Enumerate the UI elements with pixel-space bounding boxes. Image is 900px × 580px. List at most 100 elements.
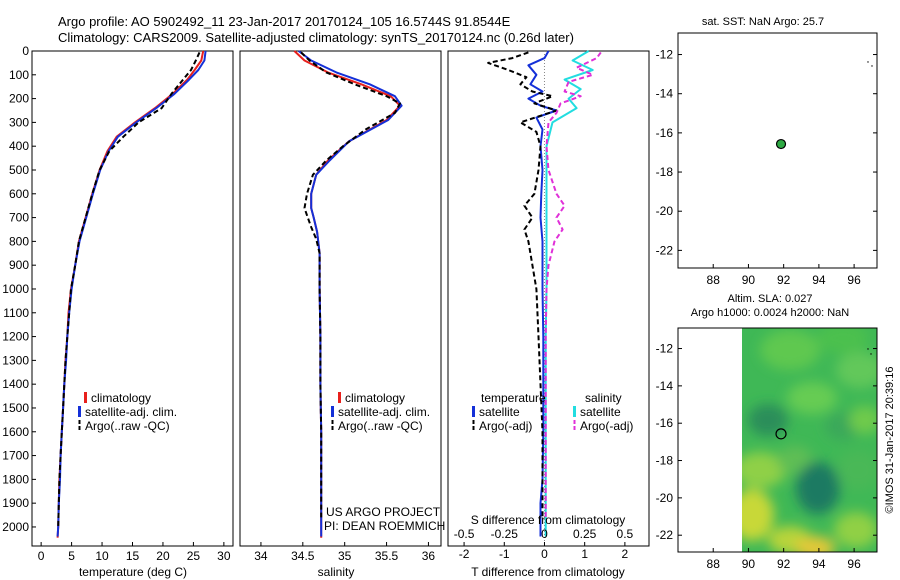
sst-map-axes: 88 90 92 94 96 -12 -14 -16 -18 -20 -22 [656, 48, 877, 287]
y-tick-label: 600 [9, 187, 29, 201]
x-tick-label: 30 [217, 549, 231, 563]
y-tick-label: 1700 [2, 449, 29, 463]
s-diff-xlabel: S difference from climatology [471, 513, 626, 527]
salinity-series [293, 50, 403, 538]
argo-position-marker [775, 428, 787, 440]
x-tick-label: -1 [499, 547, 510, 561]
sla-map-title: Altim. SLA: 0.027 [728, 293, 813, 305]
tick-marks: 0 5 10 15 20 25 30 34 34.5 35 35.5 36 -2 -1 0 1 2 -0.5 -0.… [38, 527, 634, 563]
map-y-tick-label: -12 [656, 342, 674, 356]
x-tick-label: 2 [622, 547, 629, 561]
coast-dot [871, 65, 873, 67]
s-tick-label: -0.25 [491, 527, 519, 541]
map-y-tick-label: -16 [656, 416, 674, 430]
map-y-tick-label: -18 [656, 454, 674, 468]
x-tick-label: 34.5 [291, 549, 315, 563]
header-line1: Argo profile: AO 5902492_11 23-Jan-2017 … [58, 14, 511, 29]
sst-map-title: sat. SST: NaN Argo: 25.7 [702, 16, 824, 28]
y-tick-label: 1200 [2, 330, 29, 344]
legend-swatch-satellite [331, 406, 334, 417]
depth-axis: 0 100 200 300 400 500 600 700 800 900 1000 1100 1200… [2, 44, 36, 534]
y-tick-label: 1500 [2, 401, 29, 415]
map-y-tick-label: -20 [656, 491, 674, 505]
coast-dot [867, 61, 869, 63]
y-tick-label: 500 [9, 163, 29, 177]
series-line [297, 50, 403, 537]
s-tick-label: 0 [541, 527, 548, 541]
legend-swatch-s-satellite [573, 406, 576, 417]
temperature-legend: climatology satellite-adj. clim. Argo(..… [78, 391, 177, 433]
series-line [57, 51, 201, 528]
map-y-tick-label: -18 [656, 165, 674, 179]
coast-dot [867, 348, 869, 350]
map-x-tick-label: 96 [847, 273, 861, 287]
salinity-panel [239, 50, 442, 547]
legend-argo: Argo(..raw -QC) [85, 419, 170, 433]
legend-satellite: satellite-adj. clim. [338, 405, 430, 419]
map-y-tick-label: -14 [656, 379, 674, 393]
x-tick-label: -2 [459, 547, 470, 561]
y-tick-label: 1600 [2, 425, 29, 439]
y-tick-label: 400 [9, 139, 29, 153]
legend-swatch-satellite [78, 406, 81, 417]
legend-swatch-climatology [338, 392, 341, 403]
map-x-tick-label: 88 [707, 273, 721, 287]
sla-field [742, 328, 877, 552]
legend-climatology: climatology [345, 391, 405, 405]
argo-position-marker [775, 138, 787, 150]
legend-climatology: climatology [91, 391, 151, 405]
legend-temperature-title: temperature [481, 391, 546, 405]
legend-t-satellite: satellite [479, 405, 520, 419]
legend-swatch-climatology [84, 392, 87, 403]
y-tick-label: 1400 [2, 377, 29, 391]
temperature-xlabel: temperature (deg C) [79, 565, 187, 579]
x-tick-label: 36 [422, 549, 436, 563]
pi-annotation: PI: DEAN ROEMMICH [324, 519, 445, 533]
sla-map-frame [677, 327, 878, 553]
t-diff-xlabel: T difference from climatology [471, 565, 625, 579]
y-tick-label: 300 [9, 115, 29, 129]
x-tick-label: 5 [68, 549, 75, 563]
x-tick-label: 0 [38, 549, 45, 563]
x-tick-label: 0 [541, 547, 548, 561]
s-tick-label: 0.25 [573, 527, 597, 541]
header-line2: Climatology: CARS2009. Satellite-adjuste… [58, 30, 574, 45]
map-y-tick-label: -14 [656, 87, 674, 101]
difference-legend: temperature salinity satellite Argo(-adj… [472, 391, 633, 433]
y-tick-label: 900 [9, 258, 29, 272]
series-line [527, 50, 558, 537]
y-tick-label: 800 [9, 234, 29, 248]
series-line [56, 50, 205, 538]
salinity-xlabel: salinity [318, 565, 355, 579]
map-x-tick-label: 92 [777, 557, 791, 571]
map-x-tick-label: 90 [742, 273, 756, 287]
sla-map-axes: 88 90 92 94 96 -12 -14 -16 -18 -20 -22 [656, 342, 877, 571]
y-tick-label: 1800 [2, 472, 29, 486]
x-tick-label: 10 [95, 549, 109, 563]
map-x-tick-label: 96 [847, 557, 861, 571]
legend-swatch-t-satellite [472, 406, 475, 417]
y-tick-label: 1900 [2, 496, 29, 510]
map-x-tick-label: 92 [777, 273, 791, 287]
x-tick-label: 34 [254, 549, 268, 563]
difference-series [487, 50, 602, 546]
x-tick-label: 35 [338, 549, 352, 563]
series-line [487, 51, 558, 518]
y-tick-label: 200 [9, 92, 29, 106]
legend-salinity-title: salinity [585, 391, 622, 405]
x-tick-label: 35.5 [375, 549, 399, 563]
series-line [544, 51, 602, 518]
sst-map-frame [677, 32, 878, 269]
map-y-tick-label: -12 [656, 48, 674, 62]
legend-s-argo: Argo(-adj) [580, 419, 633, 433]
map-x-tick-label: 94 [812, 557, 826, 571]
temperature-series [56, 50, 207, 538]
copyright-label: ©IMOS 31-Jan-2017 20:39:16 [884, 367, 896, 514]
series-line [293, 50, 401, 538]
y-tick-label: 1100 [3, 306, 29, 320]
s-tick-label: -0.5 [454, 527, 475, 541]
y-tick-label: 1300 [2, 353, 29, 367]
legend-t-argo: Argo(-adj) [479, 419, 532, 433]
map-y-tick-label: -22 [656, 528, 674, 542]
